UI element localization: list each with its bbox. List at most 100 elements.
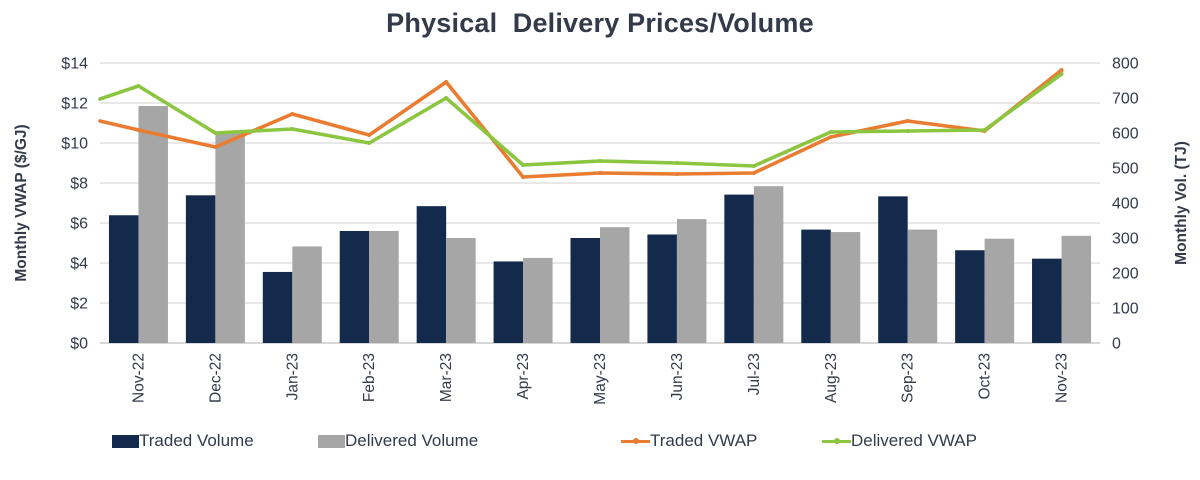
left-axis-tick-label: $6: [70, 216, 88, 233]
bar-delivered-volume: [830, 232, 861, 343]
left-axis-title: Monthly VWAP ($/GJ): [13, 124, 30, 281]
right-axis-tick-label: 800: [1112, 56, 1139, 73]
x-axis-tick-label: Aug-23: [823, 353, 840, 403]
x-axis-tick-label: Jul-23: [746, 353, 763, 395]
chart-legend: Traded Volume Delivered Volume Traded VWAP…: [0, 430, 1200, 456]
x-axis-tick-label: May-23: [592, 353, 609, 405]
bar-delivered-volume: [907, 229, 938, 343]
bar-delivered-volume: [600, 227, 630, 343]
legend-label: Traded Volume: [139, 431, 254, 450]
point-traded-vwap: [828, 135, 833, 139]
bar-traded-volume: [185, 195, 216, 343]
x-axis-tick-label: Nov-23: [1054, 353, 1071, 403]
left-axis-tick-label: $2: [70, 296, 88, 313]
legend-item-delivered-volume: Delivered Volume: [318, 430, 478, 452]
point-traded-vwap: [905, 119, 910, 123]
right-axis-tick-label: 500: [1112, 161, 1139, 178]
x-axis-tick-label: Jan-23: [284, 353, 301, 400]
bar-traded-volume: [262, 271, 293, 343]
right-axis-tick-label: 0: [1112, 336, 1121, 353]
bar-traded-volume: [647, 234, 677, 343]
point-traded-vwap: [367, 133, 372, 137]
bar-traded-volume: [724, 194, 754, 343]
bar-traded-volume: [416, 206, 447, 343]
x-axis-tick-label: Apr-23: [515, 353, 532, 400]
legend-swatch-bar-delivered-volume: [318, 434, 345, 448]
right-axis-tick-label: 600: [1112, 126, 1139, 143]
point-delivered-vwap: [751, 164, 756, 168]
point-traded-vwap: [674, 172, 679, 176]
bar-traded-volume: [570, 238, 600, 343]
bar-delivered-volume: [676, 219, 707, 343]
legend-item-traded-volume: Traded Volume: [112, 430, 254, 452]
legend-item-traded-vwap: Traded VWAP: [621, 430, 757, 452]
x-axis-tick-label: Sep-23: [900, 353, 917, 403]
bar-delivered-volume: [369, 231, 399, 343]
point-traded-vwap: [136, 128, 141, 132]
bar-delivered-volume: [446, 238, 476, 343]
line-traded-vwap: [98, 68, 1064, 179]
left-axis-tick-label: $4: [70, 256, 88, 273]
bar-delivered-volume: [753, 186, 784, 343]
right-axis-tick-label: 700: [1112, 91, 1139, 108]
point-traded-vwap: [751, 171, 756, 175]
bar-traded-volume: [955, 250, 985, 343]
left-axis-tick-label: $10: [61, 136, 88, 153]
bar-traded-volume: [108, 215, 139, 343]
point-delivered-vwap: [136, 84, 141, 88]
point-delivered-vwap: [905, 129, 910, 133]
bar-delivered-volume: [984, 238, 1015, 343]
chart-title: Physical Delivery Prices/Volume: [386, 8, 814, 38]
bar-traded-volume: [493, 261, 524, 343]
point-delivered-vwap: [521, 163, 526, 167]
legend-swatch-bar-traded-volume: [112, 434, 139, 448]
line-delivered-vwap: [98, 72, 1064, 168]
x-axis-tick-label: Nov-22: [130, 353, 147, 403]
point-delivered-vwap: [674, 161, 679, 165]
bar-traded-volume: [339, 231, 370, 343]
bar-delivered-volume: [292, 246, 322, 343]
right-axis-tick-label: 300: [1112, 231, 1139, 248]
point-traded-vwap: [1059, 68, 1064, 72]
point-traded-vwap: [598, 171, 602, 175]
legend-swatch-line-traded-vwap: [621, 435, 650, 448]
point-traded-vwap: [521, 175, 526, 179]
x-axis-tick-label: Feb-23: [361, 353, 378, 402]
bar-delivered-volume: [523, 257, 553, 343]
point-delivered-vwap: [598, 159, 602, 163]
right-axis-tick-label: 400: [1112, 196, 1139, 213]
bar-traded-volume: [878, 196, 908, 343]
bar-delivered-volume: [1061, 235, 1092, 343]
point-traded-vwap: [444, 80, 449, 84]
right-axis-tick-label: 100: [1112, 301, 1139, 318]
left-axis-tick-label: $0: [70, 336, 88, 353]
bar-delivered-volume: [138, 106, 168, 343]
legend-item-delivered-vwap: Delivered VWAP: [822, 430, 977, 452]
point-delivered-vwap: [290, 127, 295, 131]
legend-label: Delivered Volume: [345, 431, 479, 450]
left-axis-tick-label: $8: [70, 176, 88, 193]
x-axis-tick-label: Dec-22: [207, 353, 224, 403]
bar-traded-volume: [1032, 258, 1062, 343]
right-axis-title: Monthly Vol. (TJ): [1173, 141, 1190, 265]
bar-traded-volume: [801, 229, 831, 343]
legend-label: Delivered VWAP: [851, 431, 977, 450]
right-axis-tick-label: 200: [1112, 266, 1139, 283]
legend-label: Traded VWAP: [650, 431, 758, 450]
point-delivered-vwap: [367, 141, 372, 145]
point-delivered-vwap: [213, 131, 218, 135]
left-axis-tick-label: $14: [61, 56, 88, 73]
point-delivered-vwap: [444, 96, 449, 100]
point-traded-vwap: [290, 112, 295, 116]
x-axis-tick-label: Oct-23: [977, 353, 994, 400]
point-traded-vwap: [213, 145, 218, 149]
point-delivered-vwap: [1059, 72, 1064, 76]
x-axis-tick-label: Jun-23: [669, 353, 686, 400]
point-delivered-vwap: [828, 130, 833, 134]
legend-swatch-line-delivered-vwap: [822, 435, 851, 448]
left-axis-tick-label: $12: [61, 96, 88, 113]
x-axis-tick-label: Mar-23: [438, 353, 455, 402]
bar-delivered-volume: [215, 133, 245, 343]
